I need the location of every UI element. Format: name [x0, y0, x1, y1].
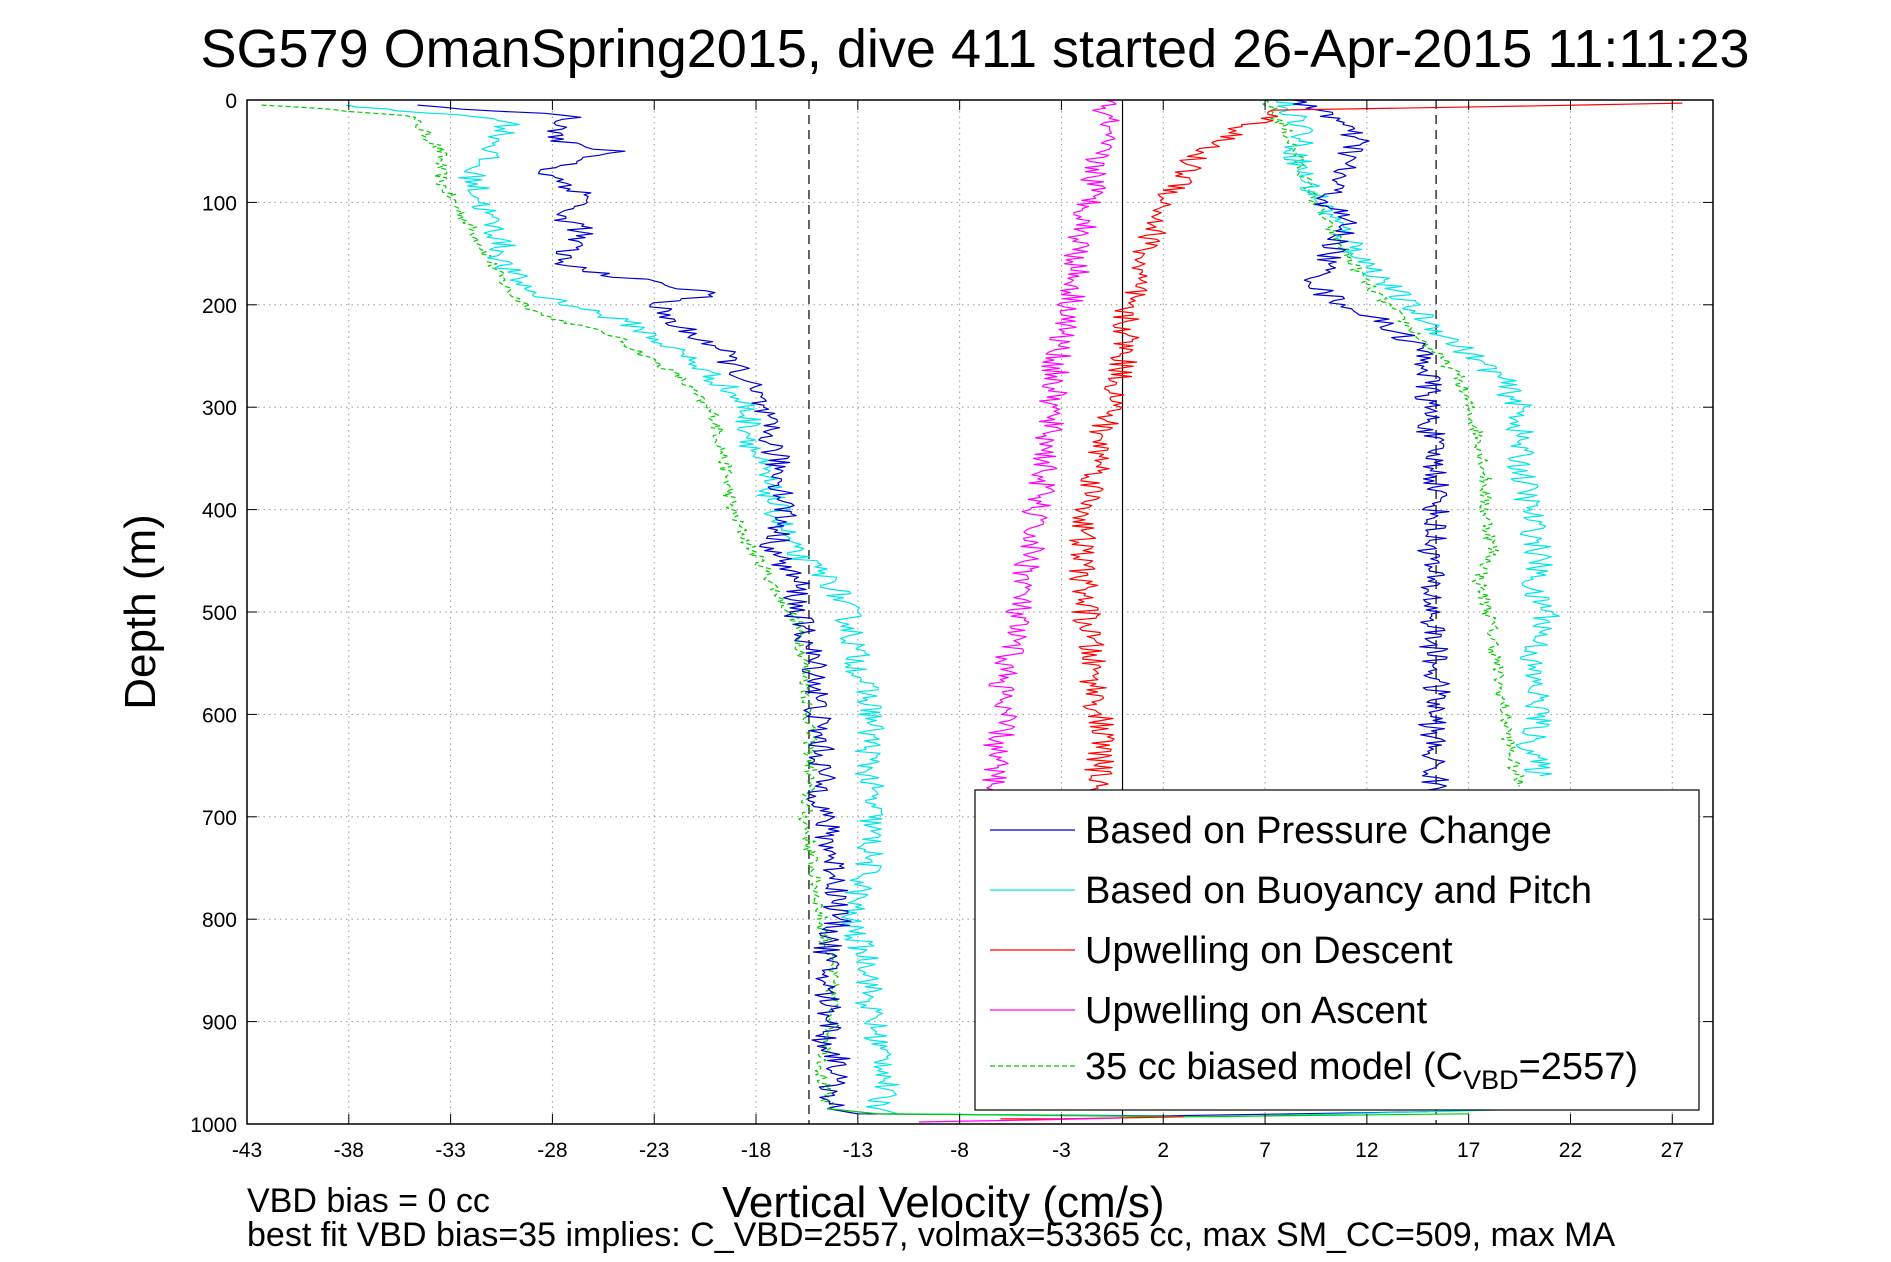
series-line-descent [417, 104, 852, 1110]
x-axis-label: Vertical Velocity (cm/s) [722, 1178, 1165, 1227]
series-line-descent [1069, 102, 1683, 797]
x-tick-label: -8 [950, 1139, 969, 1162]
legend-label: 35 cc biased model (CVBD=2557) [1085, 1046, 1638, 1095]
y-tick-label: 800 [202, 909, 237, 932]
series-line-ascent [1293, 99, 1451, 797]
legend-label: Based on Buoyancy and Pitch [1085, 870, 1592, 912]
y-tick-label: 1000 [190, 1114, 237, 1137]
legend-label-suffix: =2557) [1519, 1046, 1638, 1088]
y-ticks: 0 100 200 300 400 500 600 700 800 900 1000 [190, 90, 1713, 1137]
legend: Based on Pressure Change Based on Buoyanc… [974, 789, 1700, 1111]
series-line-descent [261, 104, 840, 1110]
footer-fit: best fit VBD bias=35 implies: C_VBD=2557… [247, 1216, 1616, 1254]
series-layer [261, 99, 1683, 1123]
bottom-spike [827, 1108, 1469, 1118]
series-line-ascent [1275, 99, 1560, 777]
legend-label: Upwelling on Ascent [1085, 990, 1428, 1032]
x-tick-label: 22 [1559, 1139, 1582, 1162]
x-tick-label: -23 [639, 1139, 669, 1162]
x-tick-label: 7 [1259, 1139, 1271, 1162]
x-tick-label: 17 [1457, 1139, 1480, 1162]
x-tick-label: -18 [741, 1139, 771, 1162]
x-tick-label: -28 [537, 1139, 567, 1162]
legend-box [974, 789, 1700, 1111]
y-tick-label: 900 [202, 1012, 237, 1035]
x-tick-label: 2 [1157, 1139, 1169, 1162]
series-line-ascent [1262, 99, 1525, 787]
series-2 [346, 99, 1560, 1110]
y-tick-label: 300 [202, 397, 237, 420]
y-tick-label: 100 [202, 192, 237, 215]
legend-label-main: 35 cc biased model (C [1085, 1046, 1463, 1088]
y-tick-label: 400 [202, 500, 237, 523]
y-tick-label: 700 [202, 807, 237, 830]
series-1 [417, 99, 1451, 1110]
y-axis-label: Depth (m) [116, 514, 165, 710]
legend-label: Based on Pressure Change [1085, 810, 1552, 852]
x-tick-label: -3 [1052, 1139, 1071, 1162]
x-tick-label: -38 [334, 1139, 364, 1162]
legend-label: Upwelling on Descent [1085, 930, 1453, 972]
series-4 [982, 99, 1120, 797]
series-5 [261, 99, 1525, 1110]
y-tick-label: 200 [202, 295, 237, 318]
series-3 [1069, 102, 1683, 797]
x-tick-label: -43 [232, 1139, 262, 1162]
x-ticks: -43 -38 -33 -28 -23 -18 -13 -8 -3 2 7 12 17 22 27 [232, 100, 1684, 1162]
x-tick-label: 12 [1355, 1139, 1378, 1162]
x-tick-label: -13 [843, 1139, 873, 1162]
y-tick-label: 0 [225, 90, 237, 113]
legend-label-subscript: VBD [1463, 1065, 1519, 1095]
x-tick-label: -33 [435, 1139, 465, 1162]
footer-bias: VBD bias = 0 cc [247, 1182, 490, 1220]
x-tick-label: 27 [1661, 1139, 1684, 1162]
y-tick-label: 600 [202, 704, 237, 727]
series-line-ascent [982, 99, 1120, 797]
series-line-descent [346, 104, 900, 1110]
y-tick-label: 500 [202, 602, 237, 625]
chart-title: SG579 OmanSpring2015, dive 411 started 2… [200, 19, 1749, 79]
